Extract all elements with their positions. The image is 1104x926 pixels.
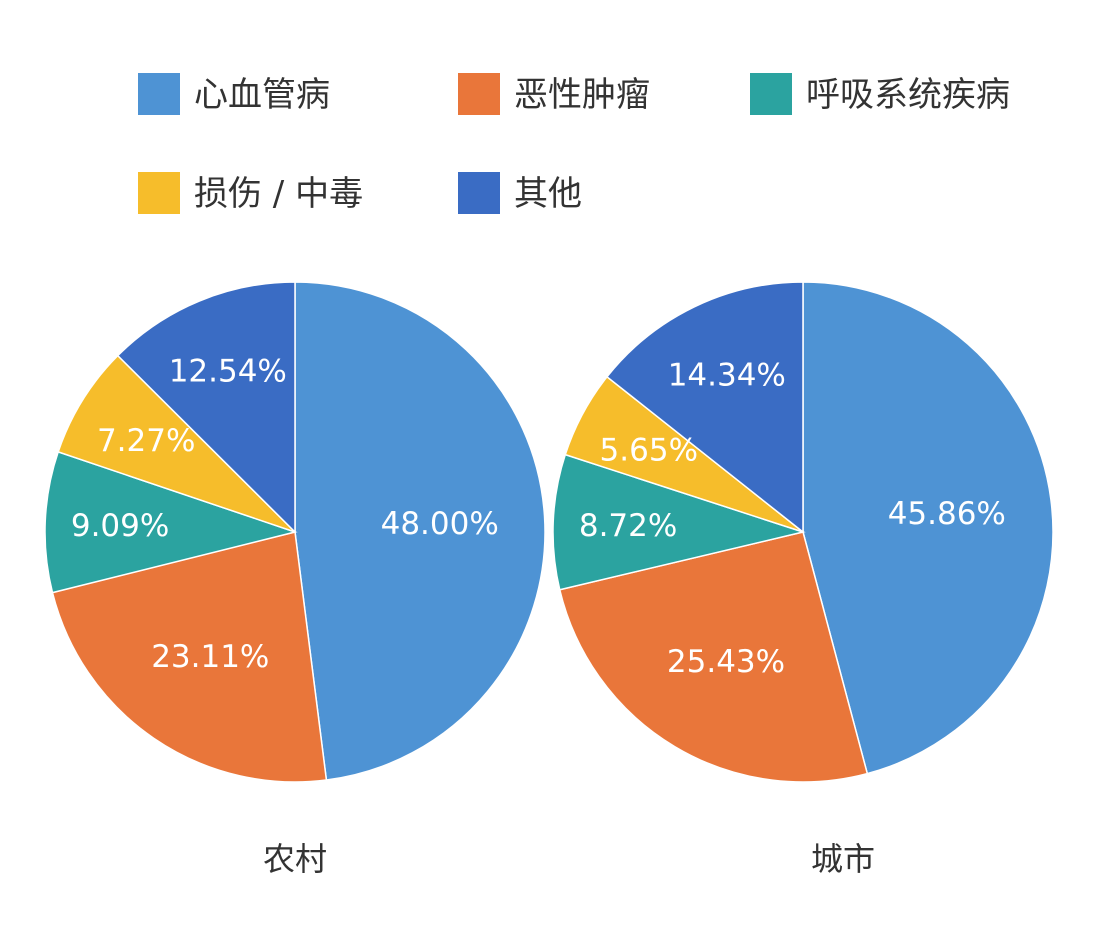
- legend-label-other: 其他: [514, 174, 582, 214]
- slice-label-urban-respiratory: 8.72%: [579, 508, 677, 544]
- slice-label-urban-other: 14.34%: [668, 358, 786, 394]
- pie-title-rural: 农村: [263, 840, 327, 878]
- pie-slice-rural-other: [116, 281, 296, 534]
- pie-slice-rural-cardiovascular: [294, 281, 546, 781]
- slice-label-rural-respiratory: 9.09%: [71, 508, 169, 544]
- legend-swatch-other: [458, 172, 500, 214]
- pie-slice-urban-cardiovascular: [802, 281, 1054, 775]
- pie-chart-urban: 45.86% 25.43% 8.72% 5.65% 14.34%: [552, 281, 1054, 783]
- legend-item-injury-poisoning: 损伤 / 中毒: [138, 172, 363, 214]
- legend-label-respiratory: 呼吸系统疾病: [806, 75, 1010, 115]
- pie-slice-urban-other: [605, 281, 804, 534]
- legend-item-cardiovascular: 心血管病: [138, 73, 330, 115]
- pie-slice-rural-injury-poisoning: [57, 354, 296, 533]
- slice-label-rural-malignant-tumor: 23.11%: [151, 639, 269, 675]
- legend-swatch-respiratory: [750, 73, 792, 115]
- slice-label-rural-other: 12.54%: [169, 353, 287, 389]
- legend-item-malignant-tumor: 恶性肿瘤: [458, 73, 650, 115]
- legend-item-respiratory: 呼吸系统疾病: [750, 73, 1010, 115]
- legend-swatch-malignant-tumor: [458, 73, 500, 115]
- legend-swatch-cardiovascular: [138, 73, 180, 115]
- slice-label-urban-cardiovascular: 45.86%: [888, 496, 1006, 532]
- pie-slice-rural-respiratory: [44, 450, 298, 594]
- slice-label-rural-injury-poisoning: 7.27%: [97, 423, 195, 459]
- legend-label-cardiovascular: 心血管病: [194, 75, 330, 115]
- pie-slice-rural-malignant-tumor: [51, 531, 328, 783]
- legend-label-injury-poisoning: 损伤 / 中毒: [194, 174, 363, 214]
- legend-swatch-injury-poisoning: [138, 172, 180, 214]
- slice-label-rural-cardiovascular: 48.00%: [381, 506, 499, 542]
- slice-label-urban-injury-poisoning: 5.65%: [600, 432, 698, 468]
- pie-slice-urban-malignant-tumor: [558, 531, 869, 783]
- slice-label-urban-malignant-tumor: 25.43%: [667, 644, 785, 680]
- pie-chart-rural: 48.00% 23.11% 9.09% 7.27% 12.54%: [44, 281, 546, 783]
- legend-item-other: 其他: [458, 172, 582, 214]
- pie-slice-urban-respiratory: [552, 453, 806, 591]
- legend-label-malignant-tumor: 恶性肿瘤: [514, 75, 650, 115]
- pie-title-urban: 城市: [811, 840, 875, 878]
